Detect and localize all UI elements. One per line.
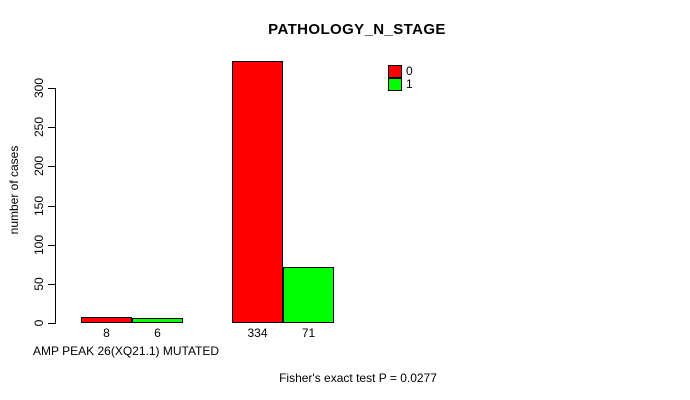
y-tick-mark bbox=[48, 127, 55, 129]
y-tick-label: 50 bbox=[32, 277, 46, 291]
legend: 0 1 bbox=[388, 65, 413, 91]
legend-swatch-red bbox=[388, 65, 402, 78]
bar bbox=[232, 61, 283, 323]
legend-entry-0: 0 bbox=[388, 65, 413, 78]
y-tick-mark bbox=[48, 283, 55, 285]
y-tick-mark bbox=[48, 323, 55, 324]
y-tick-label: 0 bbox=[32, 319, 46, 327]
y-tick-label: 100 bbox=[32, 234, 46, 255]
legend-swatch-green bbox=[388, 78, 402, 91]
bar-value-label: 334 bbox=[247, 326, 268, 340]
y-tick-label: 250 bbox=[32, 117, 46, 138]
x-axis-title: AMP PEAK 26(XQ21.1) MUTATED bbox=[33, 344, 220, 358]
legend-entry-1: 1 bbox=[388, 78, 413, 91]
y-tick-label: 200 bbox=[32, 156, 46, 177]
y-tick-label: 150 bbox=[32, 195, 46, 216]
bar bbox=[81, 317, 132, 323]
y-tick-label: 300 bbox=[32, 77, 46, 99]
y-tick-mark bbox=[48, 244, 55, 246]
bar-value-label: 8 bbox=[103, 326, 110, 340]
y-tick-mark bbox=[48, 88, 55, 89]
legend-label: 0 bbox=[406, 64, 413, 78]
bar-value-label: 71 bbox=[301, 326, 316, 340]
y-axis-line bbox=[55, 88, 56, 324]
y-tick-mark bbox=[48, 166, 55, 168]
bar bbox=[283, 267, 334, 323]
legend-label: 1 bbox=[406, 77, 413, 91]
chart-title: PATHOLOGY_N_STAGE bbox=[268, 21, 446, 38]
y-axis-title: number of cases bbox=[7, 145, 21, 235]
bar bbox=[132, 318, 183, 323]
annotation-fisher-test: Fisher's exact test P = 0.0277 bbox=[279, 371, 437, 385]
y-tick-mark bbox=[48, 205, 55, 207]
bar-value-label: 6 bbox=[154, 326, 161, 340]
